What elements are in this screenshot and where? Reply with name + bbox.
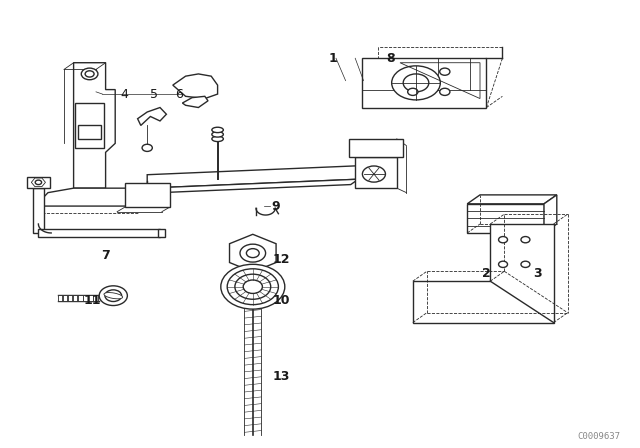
Polygon shape	[522, 240, 529, 264]
Circle shape	[221, 264, 285, 309]
Polygon shape	[138, 108, 166, 125]
Polygon shape	[413, 224, 554, 323]
Circle shape	[408, 88, 418, 95]
Text: 12: 12	[273, 253, 291, 267]
Polygon shape	[68, 295, 72, 301]
Circle shape	[105, 290, 122, 302]
Polygon shape	[78, 295, 83, 301]
Polygon shape	[499, 240, 507, 264]
Polygon shape	[38, 229, 160, 237]
Polygon shape	[467, 195, 557, 204]
Ellipse shape	[212, 132, 223, 137]
Ellipse shape	[212, 127, 223, 133]
Circle shape	[240, 244, 266, 262]
Circle shape	[246, 249, 259, 258]
Circle shape	[85, 71, 94, 77]
Bar	[78, 125, 101, 139]
Polygon shape	[73, 295, 77, 301]
Polygon shape	[83, 295, 88, 301]
Polygon shape	[35, 188, 144, 206]
Text: 10: 10	[273, 293, 291, 307]
Text: 5: 5	[150, 87, 157, 101]
Circle shape	[521, 237, 530, 243]
Circle shape	[35, 180, 42, 185]
Circle shape	[499, 261, 508, 267]
Text: 6: 6	[175, 87, 183, 101]
Circle shape	[440, 68, 450, 75]
Circle shape	[81, 68, 98, 80]
Polygon shape	[349, 139, 403, 157]
Circle shape	[99, 286, 127, 306]
Polygon shape	[158, 229, 165, 237]
Polygon shape	[140, 179, 358, 194]
Ellipse shape	[104, 293, 123, 299]
Polygon shape	[182, 96, 208, 108]
Circle shape	[499, 237, 508, 243]
Circle shape	[521, 261, 530, 267]
Polygon shape	[93, 295, 98, 301]
Circle shape	[362, 166, 385, 182]
Text: 8: 8	[386, 52, 395, 65]
Text: 11: 11	[84, 293, 102, 307]
Polygon shape	[173, 74, 218, 99]
Ellipse shape	[212, 136, 223, 142]
Polygon shape	[33, 188, 44, 233]
Polygon shape	[125, 183, 170, 207]
Circle shape	[392, 66, 440, 100]
Polygon shape	[467, 204, 544, 233]
Polygon shape	[58, 295, 62, 301]
Polygon shape	[63, 295, 67, 301]
Polygon shape	[88, 295, 93, 301]
Text: 3: 3	[533, 267, 542, 280]
Polygon shape	[75, 103, 104, 148]
Text: 13: 13	[273, 370, 291, 383]
Text: 1: 1	[328, 52, 337, 65]
Polygon shape	[31, 178, 45, 187]
Text: 7: 7	[101, 249, 110, 262]
Polygon shape	[355, 157, 397, 188]
Polygon shape	[544, 195, 557, 233]
Circle shape	[142, 144, 152, 151]
Text: 2: 2	[482, 267, 491, 280]
Polygon shape	[362, 58, 486, 108]
Text: C0009637: C0009637	[578, 432, 621, 441]
Polygon shape	[27, 177, 50, 188]
Circle shape	[440, 88, 450, 95]
Polygon shape	[147, 166, 358, 188]
Text: 4: 4	[121, 87, 129, 101]
Polygon shape	[230, 234, 276, 272]
Text: 9: 9	[271, 199, 280, 213]
Polygon shape	[74, 63, 115, 188]
Circle shape	[403, 74, 429, 92]
